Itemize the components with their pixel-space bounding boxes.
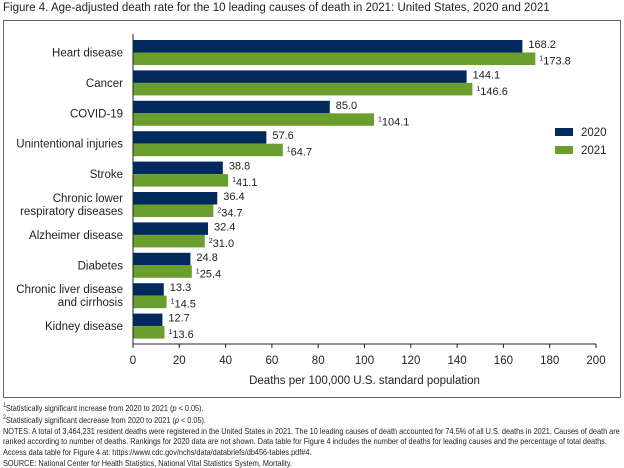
data-label-2021: 141.1 (232, 177, 257, 189)
chart-frame (3, 20, 621, 398)
bar-2020 (133, 283, 164, 296)
data-label-2021: 114.5 (171, 299, 196, 311)
footnote-1: 1Statistically significant increase from… (3, 401, 624, 413)
x-tick-label: 40 (219, 355, 232, 367)
x-tick-label: 140 (448, 355, 467, 367)
footnote-text: < 0.05). (178, 415, 207, 426)
data-label-2021: 1146.6 (476, 86, 507, 98)
category-label: Heart disease (52, 48, 123, 60)
x-tick-label: 80 (312, 355, 325, 367)
category-label: COVID-19 (70, 108, 123, 120)
bar-2020 (133, 161, 223, 175)
category-label: Alzheimer disease (29, 230, 123, 242)
legend-swatch-2020 (555, 128, 573, 136)
bar-2020 (133, 100, 330, 114)
bar-2021 (133, 113, 374, 126)
category-label: Stroke (90, 169, 123, 181)
legend-label-2021: 2021 (581, 145, 607, 157)
bar-2021 (133, 295, 167, 309)
bar-2021 (133, 326, 165, 339)
data-label-2021: 113.6 (168, 329, 193, 341)
category-label: Chronic lower (53, 193, 123, 205)
footnote-text: < 0.05). (176, 402, 204, 413)
data-label-2020: 85.0 (336, 100, 357, 112)
category-label: Diabetes (78, 260, 124, 272)
bar-2021 (133, 143, 283, 157)
x-tick-label: 160 (494, 355, 513, 367)
x-tick-label: 100 (355, 355, 374, 367)
footnote-mark: 1 (3, 403, 6, 409)
category-label: respiratory diseases (20, 206, 123, 218)
x-tick-label: 60 (266, 355, 279, 367)
bar-2021 (133, 234, 205, 248)
bar-2021 (133, 82, 473, 96)
bar-2020 (133, 40, 523, 53)
data-label-2020: 38.8 (229, 161, 250, 173)
x-tick-label: 0 (130, 355, 136, 367)
data-label-2021: 231.0 (209, 238, 234, 250)
footnote-p: p (174, 415, 179, 426)
category-label: Unintentional injuries (16, 139, 123, 151)
data-label-2020: 168.2 (528, 39, 556, 51)
source-text: SOURCE: National Center for Health Stati… (3, 457, 292, 468)
footnote-2: 2Statistically significant decrease from… (3, 413, 624, 425)
data-label-2020: 12.7 (168, 313, 189, 325)
category-label: and cirrhosis (58, 297, 123, 309)
category-label: Chronic liver disease (16, 284, 123, 296)
x-tick-label: 20 (173, 355, 186, 367)
bar-2020 (133, 252, 191, 266)
bar-2020 (133, 131, 267, 144)
bar-2021 (133, 204, 214, 217)
footnote-text: Statistically significant decrease from … (5, 415, 175, 426)
footnote-mark: 2 (3, 415, 6, 422)
x-axis-title: Deaths per 100,000 U.S. standard populat… (249, 375, 480, 387)
x-tick-label: 120 (401, 355, 420, 367)
bar-2020 (133, 192, 218, 205)
footnote-p: p (172, 402, 177, 413)
bar-2020 (133, 313, 163, 327)
x-tick-label: 180 (540, 355, 559, 367)
data-label-2021: 234.7 (217, 208, 242, 220)
category-label: Kidney disease (45, 321, 123, 333)
legend-swatch-2021 (555, 146, 573, 154)
bar-2020 (133, 222, 209, 235)
data-label-2020: 24.8 (196, 252, 217, 264)
notes-text: NOTES: A total of 3,464,231 resident dea… (3, 425, 620, 458)
data-label-2020: 32.4 (214, 221, 235, 233)
data-label-2020: 144.1 (473, 69, 501, 81)
x-tick-label: 200 (586, 355, 605, 367)
data-label-2021: 164.7 (287, 147, 312, 159)
bar-2021 (133, 52, 536, 65)
data-label-2020: 36.4 (223, 191, 244, 203)
data-label-2021: 125.4 (196, 268, 221, 280)
bar-chart: 168.2 1173.8 Heart disease 144.1 1146.6 Cance… (16, 34, 607, 387)
legend-label-2020: 2020 (581, 127, 607, 139)
bar-2021 (133, 174, 229, 187)
data-label-2020: 13.3 (170, 282, 191, 294)
footnote-text: Statistically significant increase from … (5, 402, 173, 413)
bar-2020 (133, 70, 467, 83)
data-label-2021: 1173.8 (539, 56, 570, 68)
data-label-2020: 57.6 (272, 130, 293, 142)
footnotes: 1Statistically significant increase from… (3, 401, 624, 468)
category-label: Cancer (86, 78, 123, 90)
data-label-2021: 1104.1 (378, 116, 409, 128)
figure-title: Figure 4. Age-adjusted death rate for th… (3, 2, 550, 14)
bar-2021 (133, 265, 192, 278)
